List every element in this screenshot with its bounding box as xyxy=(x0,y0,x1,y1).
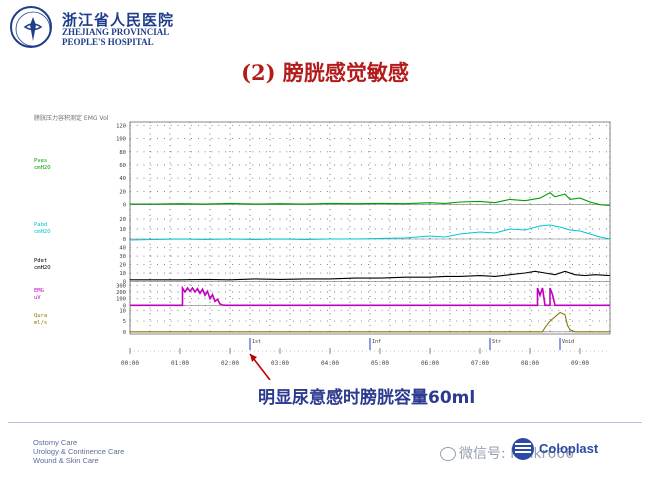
x-tick-label: 06:00 xyxy=(421,360,439,367)
y-tick-pves: 80 xyxy=(119,150,126,156)
slide-caption: 明显尿意感时膀胱容量60ml xyxy=(258,388,476,408)
footer-divider xyxy=(8,422,642,423)
y-tick-pdet: 0 xyxy=(123,279,126,285)
urodynamic-chart: 膀胱压力容积测定 EMG VolPvescmH2O020406080100120… xyxy=(34,114,611,380)
channel-label-pves: Pves xyxy=(34,158,47,164)
wechat-icon xyxy=(440,447,456,461)
y-tick-emg: 200 xyxy=(116,290,126,296)
trace-qura xyxy=(130,311,610,333)
x-tick-label: 02:00 xyxy=(221,360,239,367)
y-tick-pdet: 30 xyxy=(119,254,126,260)
slide-title: (2) 膀胱感觉敏感 xyxy=(241,60,409,85)
footer-link-ostomy: Ostomy Care xyxy=(33,438,78,447)
hospital-seal xyxy=(10,6,52,48)
channel-unit-pabd: cmH2O xyxy=(34,229,51,235)
channel-label-emg: EMG xyxy=(34,288,44,294)
y-tick-pabd: 0 xyxy=(123,237,126,243)
y-tick-pves: 60 xyxy=(119,163,126,169)
footer-link-wound: Wound & Skin Care xyxy=(33,456,99,465)
x-tick-label: 05:00 xyxy=(371,360,389,367)
y-tick-pves: 40 xyxy=(119,176,126,182)
trace-pabd xyxy=(129,224,611,241)
y-tick-emg: 100 xyxy=(116,297,126,303)
channel-unit-pves: cmH2O xyxy=(34,165,51,171)
marker-label: Inf xyxy=(372,339,381,345)
marker-label: Str xyxy=(492,339,501,345)
marker-label: Void xyxy=(562,339,574,345)
chart-header-text: 膀胱压力容积测定 EMG Vol xyxy=(34,114,109,122)
x-tick-label: 07:00 xyxy=(471,360,489,367)
x-tick-label: 04:00 xyxy=(321,360,339,367)
y-tick-qura: 10 xyxy=(119,308,126,314)
y-tick-emg: 300 xyxy=(116,283,126,289)
x-tick-label: 08:00 xyxy=(521,360,539,367)
coloplast-globe-icon xyxy=(512,438,534,460)
y-tick-pves: 0 xyxy=(123,203,126,209)
footer-links: Ostomy Care Urology & Continence Care Wo… xyxy=(33,438,124,465)
y-tick-pves: 120 xyxy=(116,123,126,129)
hospital-name-cn: 浙江省人民医院 xyxy=(62,11,175,29)
marker-label: 1st xyxy=(252,339,261,345)
footer-link-urology: Urology & Continence Care xyxy=(33,447,125,456)
y-tick-pves: 100 xyxy=(116,137,126,143)
channel-label-qura: Qura xyxy=(34,313,47,319)
brand-name: Coloplast xyxy=(539,441,599,456)
coloplast-logo: Coloplast xyxy=(512,438,622,462)
y-tick-pdet: 10 xyxy=(119,271,126,277)
channel-label-pabd: Pabd xyxy=(34,222,47,228)
hospital-name-en: ZHEJIANG PROVINCIAL PEOPLE'S HOSPITAL xyxy=(62,27,169,47)
x-tick-label: 09:00 xyxy=(571,360,589,367)
channel-unit-pdet: cmH2O xyxy=(34,265,51,271)
hospital-name-en-line1: ZHEJIANG PROVINCIAL xyxy=(62,27,170,37)
y-tick-pves: 20 xyxy=(119,189,126,195)
channel-unit-qura: ml/s xyxy=(34,320,47,326)
y-tick-pabd: 20 xyxy=(119,217,126,223)
y-tick-qura: 0 xyxy=(123,330,126,336)
hospital-logo: 浙江省人民医院 ZHEJIANG PROVINCIAL PEOPLE'S HOS… xyxy=(10,6,180,48)
annotation-arrowhead xyxy=(250,354,257,362)
y-tick-emg: 0 xyxy=(123,303,126,309)
trace-emg xyxy=(130,285,610,307)
y-tick-pabd: 10 xyxy=(119,227,126,233)
channel-unit-emg: uV xyxy=(34,295,41,301)
y-tick-pdet: 40 xyxy=(119,246,126,252)
x-tick-label: 03:00 xyxy=(271,360,289,367)
x-tick-label: 00:00 xyxy=(121,360,139,367)
x-tick-label: 01:00 xyxy=(171,360,189,367)
y-tick-pdet: 20 xyxy=(119,263,126,269)
trace-pves xyxy=(130,192,611,206)
channel-label-pdet: Pdet xyxy=(34,258,47,264)
hospital-name-en-line2: PEOPLE'S HOSPITAL xyxy=(62,37,154,47)
y-tick-qura: 5 xyxy=(123,319,126,325)
trace-pdet xyxy=(130,270,611,281)
